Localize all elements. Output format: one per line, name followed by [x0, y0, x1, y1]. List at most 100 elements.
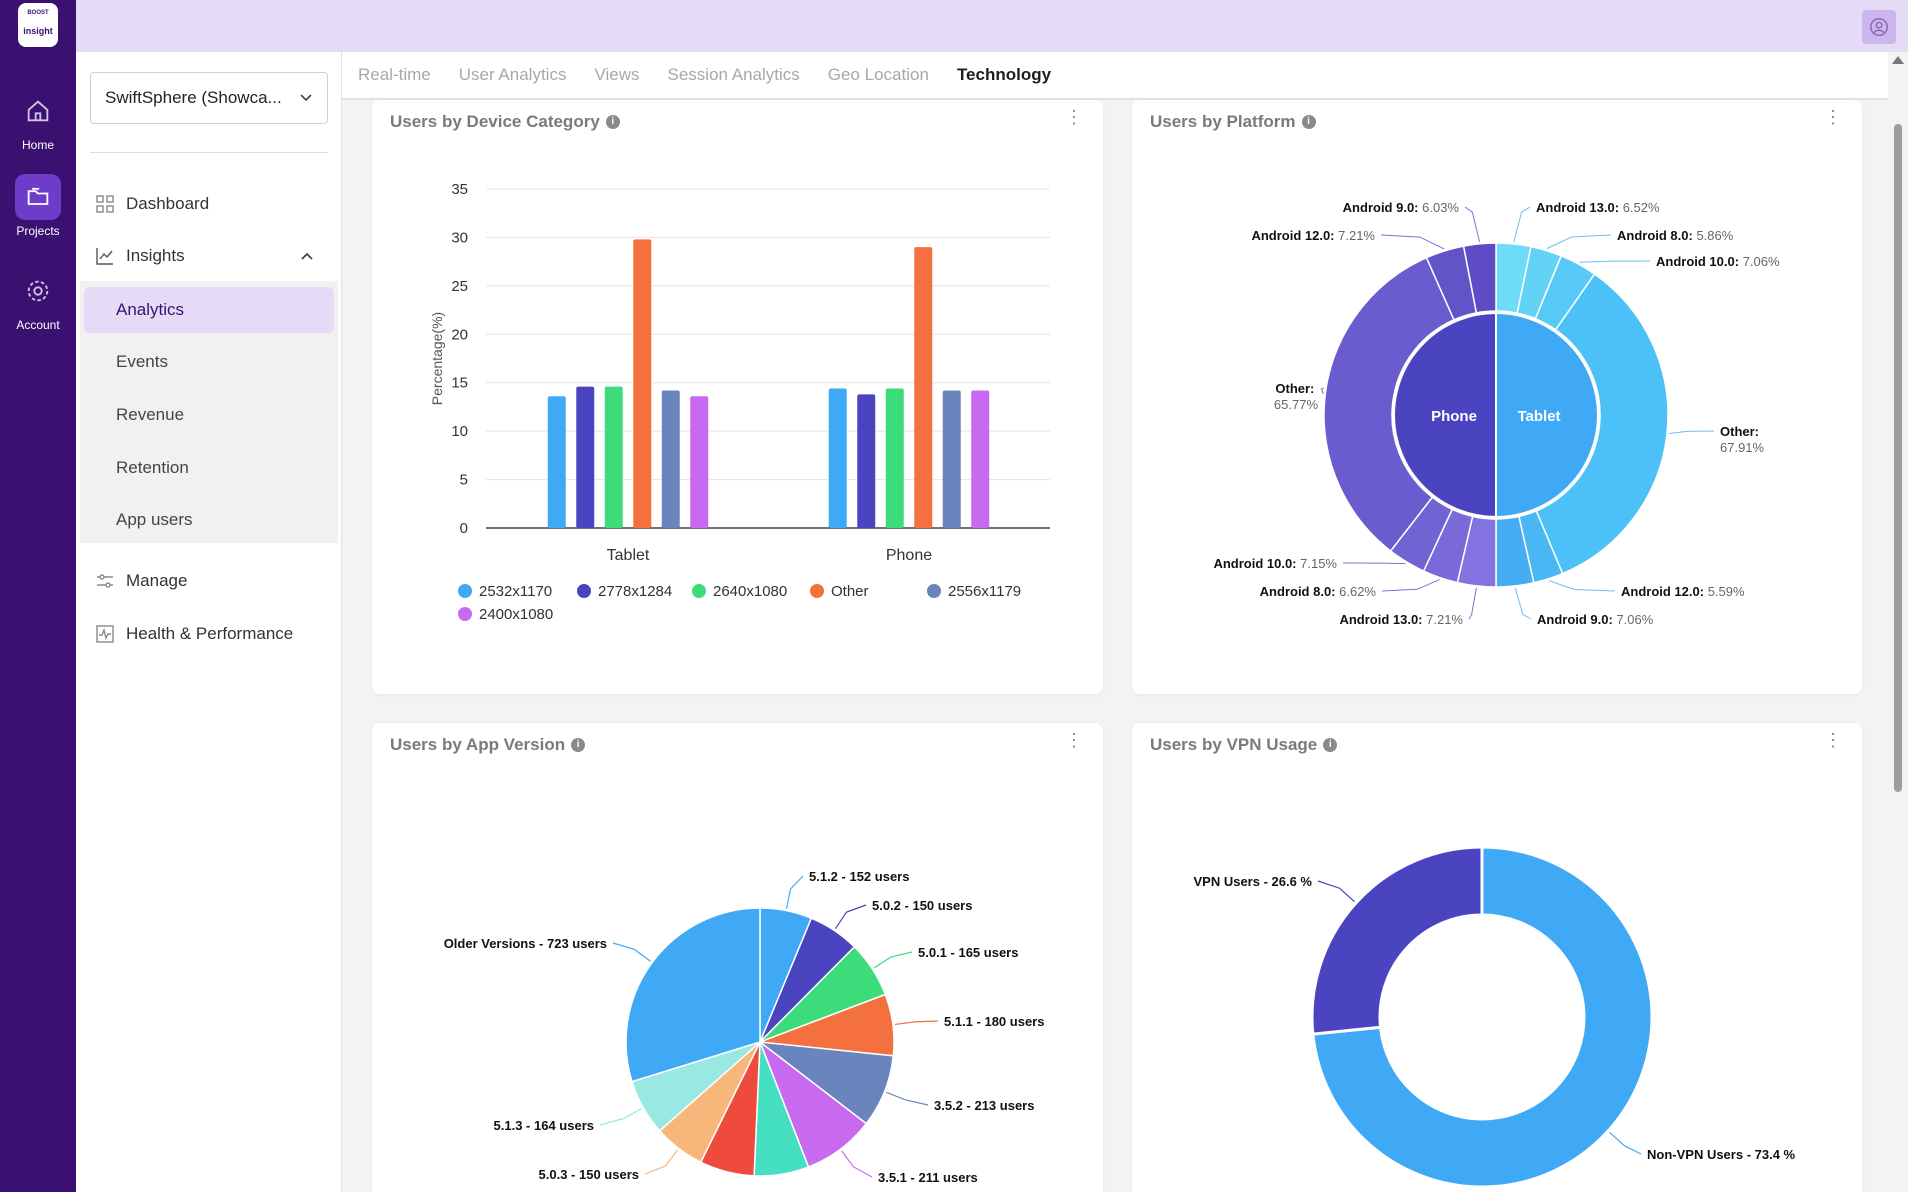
- tab-session-analytics[interactable]: Session Analytics: [667, 65, 800, 84]
- info-icon[interactable]: i: [1323, 738, 1338, 752]
- x-tick-label: Tablet: [607, 547, 650, 564]
- rail-label-home: Home: [21, 138, 54, 152]
- logo-top-text: BOOST: [27, 10, 49, 16]
- legend-item: 2556x1179: [948, 583, 1021, 600]
- app-logo[interactable]: BOOST insight: [18, 3, 58, 47]
- legend-swatch: [458, 584, 472, 598]
- sidebar-item-health[interactable]: Health & Performance: [94, 614, 326, 654]
- project-select[interactable]: SwiftSphere (Showca...: [90, 72, 328, 124]
- pie-label: 5.0.1 - 165 users: [918, 945, 1018, 960]
- sunburst-label: Android 10.0: 7.15%: [1213, 556, 1337, 571]
- submenu-item-app-users[interactable]: App users: [116, 510, 193, 529]
- submenu-item-revenue[interactable]: Revenue: [116, 405, 185, 424]
- tab-real-time[interactable]: Real-time: [358, 65, 431, 84]
- sidebar-label-insights: Insights: [126, 246, 185, 265]
- card-platform: Users by Platform i ⋮ Phone Tablet Android…: [1132, 100, 1862, 694]
- scroll-up-arrow-icon[interactable]: [1892, 56, 1904, 64]
- leader-line: [1514, 587, 1532, 620]
- tab-geo-location[interactable]: Geo Location: [827, 65, 929, 84]
- info-icon[interactable]: i: [1301, 115, 1316, 129]
- sidebar-item-dashboard[interactable]: Dashboard: [94, 184, 326, 224]
- bar: [828, 388, 847, 528]
- chevron-up-icon[interactable]: [300, 251, 314, 261]
- y-tick-label: 15: [451, 375, 468, 392]
- rail-item-account[interactable]: Account: [0, 268, 76, 332]
- pie-label: 3.5.1 - 211 users: [878, 1170, 978, 1185]
- folder-icon: [27, 187, 49, 205]
- gear-icon: [27, 280, 49, 302]
- legend-swatch: [692, 584, 706, 598]
- device-bar-chart: 0 5 10 15 20 25 30 35 Percentage(%) Tablet Phone 25…: [429, 181, 1050, 623]
- submenu-item-events[interactable]: Events: [116, 352, 168, 371]
- leader-line: [1320, 387, 1325, 395]
- sunburst-label: Other: 67.91%: [1720, 424, 1765, 455]
- tab-user-analytics[interactable]: User Analytics: [458, 65, 567, 84]
- rail-label-account: Account: [16, 318, 60, 332]
- leader-line: [644, 1149, 678, 1175]
- y-tick-label: 35: [451, 181, 468, 198]
- inner-label-phone: Phone: [1431, 408, 1477, 425]
- card-app-version: Users by App Version i ⋮ 5.1.2 - 152 use…: [372, 723, 1103, 1192]
- leader-line: [1317, 880, 1355, 903]
- legend-item: 2532x1170: [479, 583, 552, 600]
- leader-line: [1342, 562, 1406, 565]
- leader-line: [785, 875, 804, 909]
- sunburst-label: Android 13.0: 6.52%: [1536, 200, 1660, 215]
- sunburst-label: Android 12.0: 7.21%: [1251, 228, 1375, 243]
- x-tick-label: Phone: [886, 547, 932, 564]
- rail-item-home[interactable]: Home: [0, 88, 76, 152]
- y-tick-label: 20: [451, 326, 468, 343]
- user-profile-button[interactable]: [1862, 10, 1896, 44]
- legend-item: Other: [831, 583, 869, 600]
- leader-line: [1380, 234, 1445, 250]
- leader-line: [1548, 580, 1616, 592]
- vpn-donut-chart: Non-VPN Users - 73.4 % VPN Users - 26.6 %: [1193, 845, 1796, 1189]
- y-axis-label: Percentage(%): [429, 312, 445, 405]
- legend-swatch: [577, 584, 591, 598]
- sidebar: SwiftSphere (Showca... Dashboard Insight…: [76, 52, 342, 1192]
- sidebar-label-dashboard: Dashboard: [126, 194, 210, 213]
- bar: [604, 386, 623, 528]
- sidebar-item-manage[interactable]: Manage: [94, 561, 326, 601]
- leader-line: [1513, 206, 1531, 243]
- y-tick-label: 0: [460, 520, 468, 537]
- app-version-pie-chart: 5.1.2 - 152 users 5.0.2 - 150 users 5.0.1 …: [444, 869, 1045, 1185]
- legend-swatch: [810, 584, 824, 598]
- inner-label-tablet: Tablet: [1517, 408, 1560, 425]
- leader-line: [1579, 260, 1651, 263]
- info-icon[interactable]: i: [605, 115, 620, 129]
- sidebar-divider: [90, 152, 328, 153]
- scrollbar-thumb[interactable]: [1894, 124, 1902, 792]
- more-options-icon[interactable]: ⋮: [1824, 107, 1842, 127]
- top-bar: [76, 0, 1908, 52]
- card-title-device: Users by Device Category i: [390, 112, 620, 132]
- tab-technology[interactable]: Technology: [956, 65, 1052, 84]
- card-title-platform-text: Users by Platform: [1150, 112, 1296, 131]
- sunburst-segment: [1462, 242, 1497, 314]
- pie-label: 5.1.1 - 180 users: [944, 1014, 1044, 1029]
- submenu-item-analytics[interactable]: Analytics: [84, 287, 334, 333]
- pie-label: Older Versions - 723 users: [444, 936, 607, 951]
- tab-views[interactable]: Views: [594, 65, 640, 84]
- more-options-icon[interactable]: ⋮: [1065, 107, 1083, 127]
- sidebar-label-manage: Manage: [126, 571, 188, 590]
- bar: [971, 390, 990, 528]
- leader-line: [1381, 579, 1440, 592]
- sunburst-label: Android 8.0: 5.86%: [1617, 228, 1734, 243]
- legend-item: 2640x1080: [713, 583, 787, 600]
- card-title-platform: Users by Platform i: [1150, 112, 1316, 132]
- pie-label: 5.1.2 - 152 users: [809, 869, 909, 884]
- user-circle-icon: [1870, 18, 1888, 36]
- bar: [661, 390, 680, 528]
- rail-item-projects[interactable]: Projects: [0, 174, 76, 238]
- more-options-icon[interactable]: ⋮: [1824, 730, 1842, 750]
- card-device-category: Users by Device Category i ⋮ 0 5 10 15 20 25 3…: [372, 100, 1103, 694]
- sidebar-item-insights[interactable]: Insights: [94, 236, 326, 276]
- submenu-item-retention[interactable]: Retention: [116, 458, 189, 477]
- more-options-icon[interactable]: ⋮: [1065, 730, 1083, 750]
- donut-slice: [1310, 845, 1484, 1036]
- info-icon[interactable]: i: [571, 738, 586, 752]
- pie-label: 5.0.3 - 150 users: [539, 1167, 639, 1182]
- y-tick-label: 5: [460, 472, 468, 489]
- pie-slice-tablet: [1495, 311, 1599, 519]
